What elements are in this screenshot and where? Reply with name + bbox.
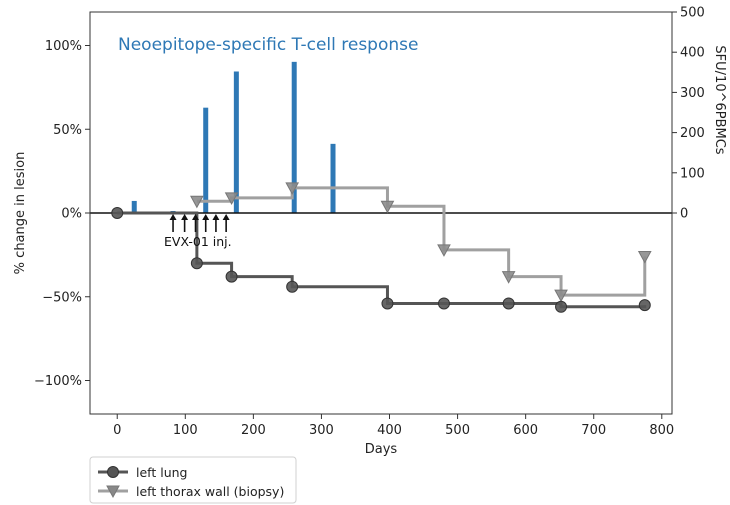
thorax-wall-point (190, 195, 204, 209)
y2-tick-label: 0 (680, 207, 688, 222)
y2-tick-label: 100 (680, 166, 705, 181)
y2-axis-ticks: 0 100 200 300 400 500 (672, 6, 705, 222)
x-tick-label: 800 (649, 423, 674, 438)
y-tick-label: 50% (53, 123, 82, 138)
bar (233, 71, 239, 213)
injection-arrow-head (222, 214, 230, 220)
legend: left lung left thorax wall (biopsy) (89, 456, 297, 504)
plot-content (90, 61, 672, 313)
bar (131, 200, 137, 213)
thorax-wall-point (437, 244, 451, 257)
y2-axis-title: SFU/10^6PBMCs (712, 45, 727, 154)
x-axis-ticks: 0 100 200 300 400 500 600 700 800 (113, 414, 674, 438)
legend-marker-triangle (106, 485, 120, 499)
thorax-wall-point (285, 182, 300, 195)
y-tick-label: −50% (42, 290, 82, 305)
thorax-wall-point (224, 192, 239, 205)
x-tick-label: 500 (445, 423, 470, 438)
left-lung-point (286, 280, 299, 293)
legend-box (89, 456, 297, 504)
legend-label-left-lung: left lung (136, 465, 187, 480)
x-tick-label: 400 (377, 423, 402, 438)
left-lung-point (381, 297, 394, 310)
bar (203, 107, 209, 213)
bar (291, 61, 297, 214)
y2-tick-label: 400 (680, 46, 705, 61)
x-tick-label: 200 (241, 423, 266, 438)
chart-title: Neoepitope-specific T-cell response (118, 35, 418, 55)
left-lung-point (502, 297, 515, 310)
x-axis-title: Days (365, 442, 398, 457)
left-lung-point (190, 257, 203, 270)
x-tick-label: 0 (113, 423, 121, 438)
x-tick-label: 700 (581, 423, 606, 438)
y2-tick-label: 300 (680, 86, 705, 101)
y-tick-label: 100% (45, 39, 82, 54)
y-axis-title: % change in lesion (13, 152, 28, 275)
left-lung-point (437, 297, 450, 310)
thorax-wall-point (554, 289, 568, 303)
left-lung-point (225, 270, 238, 283)
bar (330, 143, 336, 213)
injection-arrow-head (181, 214, 189, 220)
injection-arrow-head (169, 214, 177, 220)
legend-marker-circle (107, 466, 119, 478)
y2-tick-label: 200 (680, 126, 705, 141)
injection-arrow-head (202, 214, 210, 220)
y-axis-ticks: 100% 50% 0% −50% −100% (34, 39, 90, 389)
injection-label: EVX-01 inj. (164, 234, 232, 249)
thorax-wall-point (501, 271, 516, 284)
left-lung-point (638, 299, 651, 312)
left-lung-point (111, 207, 124, 219)
y-tick-label: 0% (61, 207, 82, 222)
thorax-wall-point (637, 251, 652, 264)
left-lung-point (555, 300, 568, 313)
x-tick-label: 600 (513, 423, 538, 438)
injection-arrow-head (192, 214, 200, 220)
thorax-wall-line (196, 186, 647, 297)
y-tick-label: −100% (34, 374, 82, 389)
y2-tick-label: 500 (680, 6, 705, 21)
x-tick-label: 300 (309, 423, 334, 438)
thorax-wall-point (380, 200, 395, 214)
injection-arrow-head (212, 214, 220, 220)
x-tick-label: 100 (173, 423, 198, 438)
legend-label-thorax-wall: left thorax wall (biopsy) (136, 484, 284, 499)
